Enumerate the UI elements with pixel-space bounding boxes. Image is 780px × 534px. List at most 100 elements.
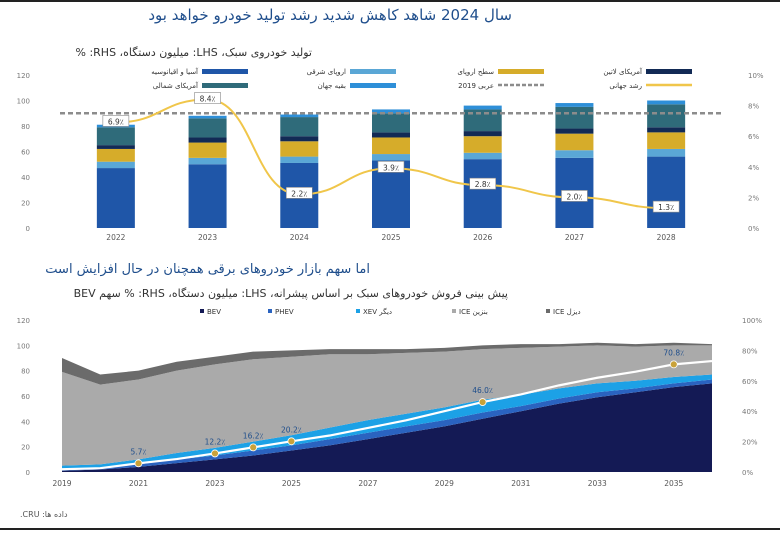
x-axis-tick: 2021 [129, 479, 148, 488]
x-axis-tick: 2027 [565, 233, 584, 242]
bar-segment [280, 114, 319, 118]
bar-segment [372, 154, 410, 161]
bar-segment [372, 109, 410, 114]
area-series [62, 345, 712, 466]
left-axis-tick: 0 [26, 469, 30, 477]
right-axis-tick: 4% [748, 164, 759, 172]
data-label: 5.7٪ [130, 447, 146, 456]
data-label-box [285, 187, 313, 199]
legend-label: عربی 2019 [458, 82, 494, 90]
bar-segment [647, 148, 686, 157]
right-axis-tick: 10% [748, 72, 764, 80]
bar-segment [647, 156, 686, 228]
bottom-border [0, 528, 780, 530]
chart2-subtitle: پیش بینی فروش خودروهای سبک بر اساس پیشرا… [73, 287, 508, 300]
left-axis-tick: 100 [17, 98, 30, 106]
x-axis-tick: 2025 [381, 233, 400, 242]
bar-segment [280, 141, 319, 157]
area-series [62, 379, 712, 471]
bar-segment [463, 152, 502, 160]
bar-segment [188, 157, 227, 165]
data-label: 12.2٪ [205, 437, 226, 446]
left-axis-tick: 40 [21, 418, 30, 426]
legend-label: آمریکای لاتین [603, 67, 643, 76]
bar-segment [280, 117, 319, 137]
bar-segment [96, 127, 135, 146]
bar-segment [96, 168, 135, 228]
right-axis-tick: 100% [742, 317, 762, 325]
share-marker [478, 398, 487, 406]
bar-segment [463, 159, 502, 228]
source-note: داده ها: CRU. [20, 510, 68, 519]
legend-label: رشد جهانی [609, 82, 642, 90]
bar-segment [463, 136, 502, 153]
data-label: 2.2٪ [291, 189, 307, 198]
left-axis-tick: 20 [21, 200, 30, 208]
bar-segment [463, 105, 502, 110]
legend-swatch [452, 309, 456, 313]
legend-label: بقیه جهان [318, 82, 346, 90]
x-axis-tick: 2023 [198, 233, 217, 242]
legend-label: آسیا و اقیانوسیه [151, 67, 199, 76]
x-axis-tick: 2025 [282, 479, 301, 488]
data-label-box [469, 177, 497, 190]
legend-swatch [200, 309, 204, 313]
bar-segment [96, 145, 135, 149]
data-label-box [561, 190, 588, 202]
left-axis-tick: 60 [21, 393, 30, 401]
share-marker [669, 360, 678, 369]
data-label: 16.2٪ [243, 431, 264, 440]
area-series [62, 342, 712, 385]
bar-segment [188, 115, 227, 119]
left-axis-tick: 40 [21, 174, 30, 182]
bar-segment [188, 142, 227, 158]
left-axis-tick: 60 [21, 149, 30, 157]
bar-segment [280, 136, 319, 142]
x-axis-tick: 2033 [588, 479, 607, 488]
left-axis-tick: 120 [17, 317, 30, 325]
legend-swatch [268, 309, 272, 313]
left-axis-tick: 80 [21, 123, 30, 131]
right-axis-tick: 80% [742, 347, 758, 355]
bar-segment [463, 131, 502, 137]
share-marker [134, 459, 143, 468]
data-label-box [102, 115, 130, 127]
data-label: 20.2٪ [281, 425, 302, 434]
legend-label: اروپای شرقی [307, 68, 346, 76]
right-axis-tick: 0% [748, 225, 759, 233]
legend-swatch [202, 69, 248, 74]
bar-segment [647, 104, 686, 128]
legend-label: ICE بنزین [459, 308, 488, 316]
x-axis-tick: 2022 [106, 233, 125, 242]
right-axis-tick: 6% [748, 133, 759, 141]
x-axis-tick: 2035 [664, 479, 683, 488]
right-axis-tick: 40% [742, 408, 758, 416]
data-label: 8.4٪ [200, 94, 216, 103]
legend-label: ICE دیزل [553, 308, 581, 316]
data-label: 3.9٪ [383, 163, 399, 172]
share-marker [211, 449, 219, 458]
chart2-title: اما سهم بازار خودروهای برقی همچنان در حا… [45, 262, 370, 277]
x-axis-tick: 2029 [435, 479, 454, 488]
area-series [62, 383, 712, 472]
legend-label: آمریکای شمالی [153, 81, 199, 90]
bar-segment [463, 109, 502, 132]
bar-segment [280, 156, 319, 163]
data-label: 46.0٪ [472, 386, 493, 395]
left-axis-tick: 100 [17, 342, 30, 350]
data-label-box [377, 161, 405, 173]
bar-segment [647, 132, 686, 149]
bar-segment [555, 150, 594, 158]
bev-share-line [61, 359, 713, 471]
x-axis-tick: 2028 [657, 233, 676, 242]
production-bar-chart: 0 20 40 60 80 100 120 0% 2% 4% 6% 8% 10% آسیا و اقیان… [17, 67, 764, 242]
bar-segment [96, 161, 135, 169]
bar-segment [372, 113, 410, 133]
bar-segment [96, 148, 135, 162]
right-axis-tick: 0% [742, 469, 753, 477]
x-axis-tick: 2027 [358, 479, 377, 488]
x-axis-tick: 2026 [473, 233, 492, 242]
x-axis-tick: 2024 [290, 233, 309, 242]
